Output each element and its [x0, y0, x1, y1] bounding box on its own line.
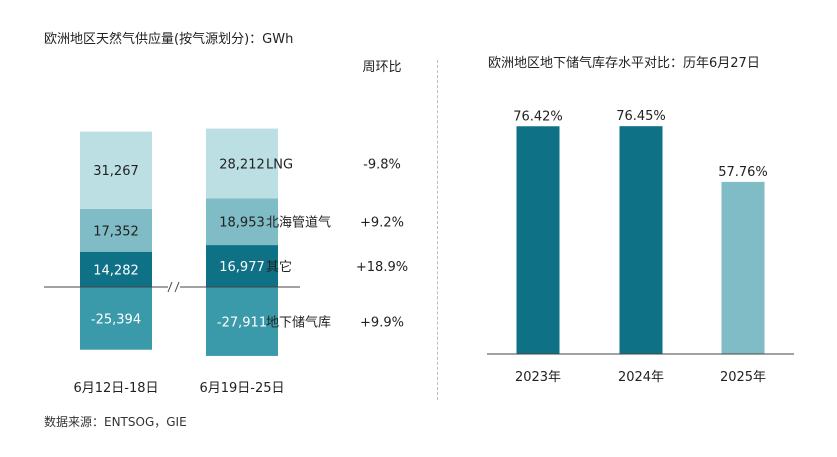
bar-data-label: 57.76% [718, 165, 768, 180]
bar-data-label: -25,394 [91, 312, 141, 327]
x-tick-label: 2023年 [515, 370, 561, 385]
bar-data-label: 16,977 [219, 260, 265, 275]
series-label: 地下储气库 [266, 314, 331, 330]
series-label: LNG [266, 157, 293, 172]
bar-segment [206, 198, 278, 246]
x-tick-label: 6月12日-18日 [73, 381, 158, 396]
series-change-value: +9.9% [360, 315, 404, 330]
right-chart-title: 欧洲地区地下储气库存水平对比：历年6月27日 [488, 56, 760, 71]
bar [516, 126, 560, 354]
x-tick-label: 2025年 [720, 370, 766, 385]
change-column-header: 周环比 [362, 60, 401, 75]
bar-data-label: 18,953 [219, 216, 265, 231]
axis-break-mark [174, 281, 180, 293]
bar-segment [206, 245, 278, 287]
bar-data-label: -27,911 [217, 315, 267, 330]
series-label: 其它 [266, 259, 292, 275]
bar-segment [80, 251, 152, 287]
axis-break-mark [167, 281, 173, 293]
bar [721, 181, 765, 354]
bar-data-label: 76.42% [513, 109, 563, 124]
chart-divider [437, 60, 438, 400]
left-chart-title: 欧洲地区天然气供应量(按气源划分)：GWh [44, 32, 294, 47]
supply-stacked-bar-chart: 14,282 17,352 31,267 -25,394 6月12日-18日 16,977… [44, 60, 408, 396]
bar-segment [80, 131, 152, 209]
bar-data-label: 28,212 [219, 157, 265, 172]
storage-bar-chart: 76.42% 2023年 76.45% 2024年 57.76% 2025年 [487, 109, 794, 385]
data-source: 数据来源：ENTSOG，GIE [44, 415, 187, 429]
bar-data-label: 17,352 [93, 224, 139, 239]
series-change-value: +18.9% [356, 260, 408, 275]
series-change-value: -9.8% [363, 157, 401, 172]
series-change-value: +9.2% [360, 216, 404, 231]
bar-segment [206, 287, 278, 356]
bar-data-label: 31,267 [93, 164, 139, 179]
bar-data-label: 14,282 [93, 263, 139, 278]
bar-segment [206, 128, 278, 199]
bar-segment [80, 287, 152, 350]
series-label: 北海管道气 [266, 215, 331, 231]
x-tick-label: 2024年 [618, 370, 664, 385]
bar-segment [80, 208, 152, 252]
x-tick-label: 6月19日-25日 [199, 381, 284, 396]
bar [619, 126, 663, 354]
bar-data-label: 76.45% [616, 109, 666, 124]
